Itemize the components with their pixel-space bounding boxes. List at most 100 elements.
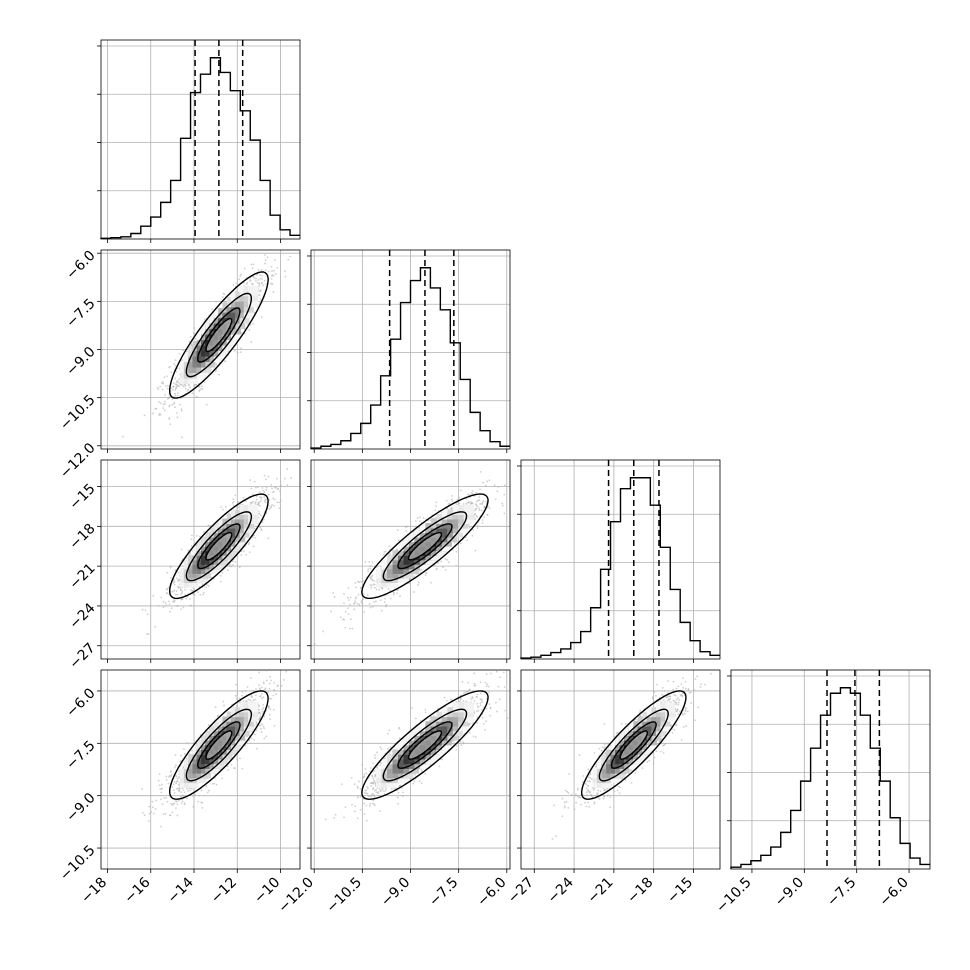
contour-line (168, 493, 269, 600)
scatter-point (598, 798, 601, 800)
scatter-point (190, 538, 193, 541)
scatter-point (485, 720, 488, 723)
scatter-point (173, 599, 176, 602)
scatter-point (169, 566, 172, 569)
scatter-point (465, 502, 468, 505)
scatter-point (488, 703, 491, 706)
y-tick-label: −15 (66, 481, 98, 513)
scatter-point (258, 290, 261, 293)
scatter-point (475, 507, 478, 510)
scatter-point (379, 746, 382, 749)
scatter-point (495, 701, 497, 704)
scatter-point (653, 756, 656, 759)
scatter-point (669, 697, 672, 700)
scatter-point (257, 709, 260, 711)
scatter-point (267, 537, 270, 540)
scatter-point (653, 691, 656, 694)
contour-line (407, 532, 443, 561)
y-tick-label: −27 (66, 640, 98, 672)
scatter-point (592, 788, 595, 791)
scatter-point (376, 751, 378, 754)
scatter-point (187, 549, 190, 552)
scatter-point (253, 527, 256, 530)
scatter-point (373, 789, 376, 792)
scatter-point (164, 400, 166, 403)
scatter-point (682, 726, 685, 728)
scatter-point (472, 735, 475, 738)
scatter-point (173, 583, 176, 586)
scatter-point (182, 606, 185, 609)
scatter-point (160, 798, 162, 801)
scatter-point (154, 808, 157, 810)
scatter-point (262, 284, 264, 287)
scatter-point (268, 499, 271, 501)
scatter-point (661, 686, 664, 689)
scatter-point (343, 602, 345, 605)
scatter-point (455, 745, 458, 747)
scatter-point (596, 794, 599, 797)
density-cell (419, 523, 430, 534)
panel-content (141, 670, 288, 828)
scatter-point (190, 787, 193, 790)
scatter-point (575, 794, 577, 797)
scatter-point (255, 495, 258, 498)
scatter-point (585, 805, 588, 808)
scatter-point (177, 381, 180, 383)
scatter-point (164, 393, 166, 396)
scatter-point (575, 801, 578, 804)
scatter-point (174, 764, 177, 767)
scatter-point (258, 711, 261, 714)
scatter-point (264, 262, 266, 265)
scatter-point (587, 768, 590, 771)
scatter-point (488, 479, 491, 482)
scatter-point (261, 281, 263, 284)
scatter-point (177, 789, 180, 792)
density-cell (665, 702, 676, 713)
scatter-point (233, 767, 236, 770)
scatter-point (259, 496, 261, 499)
scatter-point (366, 594, 369, 596)
scatter-point (369, 606, 372, 609)
scatter-point (478, 509, 481, 512)
scatter-point (434, 509, 437, 512)
scatter-point (280, 484, 282, 487)
y-tick-label: −9.0 (63, 344, 98, 379)
scatter-point (143, 414, 146, 417)
scatter-point (475, 492, 477, 494)
scatter-point (459, 542, 462, 545)
scatter-point (201, 807, 204, 809)
x-tick-label: −15 (664, 875, 696, 907)
scatter-point (372, 787, 375, 789)
scatter-point (596, 792, 599, 794)
scatter-point (397, 539, 400, 542)
scatter-point (271, 504, 274, 506)
scatter-point (460, 697, 462, 700)
scatter-point (652, 762, 655, 765)
scatter-point (174, 754, 177, 756)
x-tick-label: −21 (584, 875, 616, 907)
scatter-point (197, 800, 200, 803)
scatter-point (176, 416, 179, 419)
scatter-point (496, 490, 499, 493)
scatter-point (260, 496, 263, 499)
scatter-point (510, 655, 512, 657)
scatter-point (258, 671, 261, 674)
scatter-point (437, 707, 439, 710)
scatter-point (154, 407, 157, 410)
panel-frame (100, 459, 301, 660)
density-cell (231, 324, 242, 335)
scatter-point (462, 700, 465, 703)
scatter-point (181, 794, 184, 796)
scatter-point (369, 583, 372, 586)
scatter-point (371, 561, 374, 564)
scatter-point (197, 591, 200, 593)
scatter-point (242, 496, 245, 499)
scatter-point (603, 794, 606, 797)
scatter-point (392, 593, 395, 596)
scatter-panel (97, 249, 301, 453)
scatter-point (472, 528, 475, 531)
scatter-point (667, 698, 670, 701)
scatter-point (373, 795, 376, 798)
scatter-point (402, 791, 404, 794)
